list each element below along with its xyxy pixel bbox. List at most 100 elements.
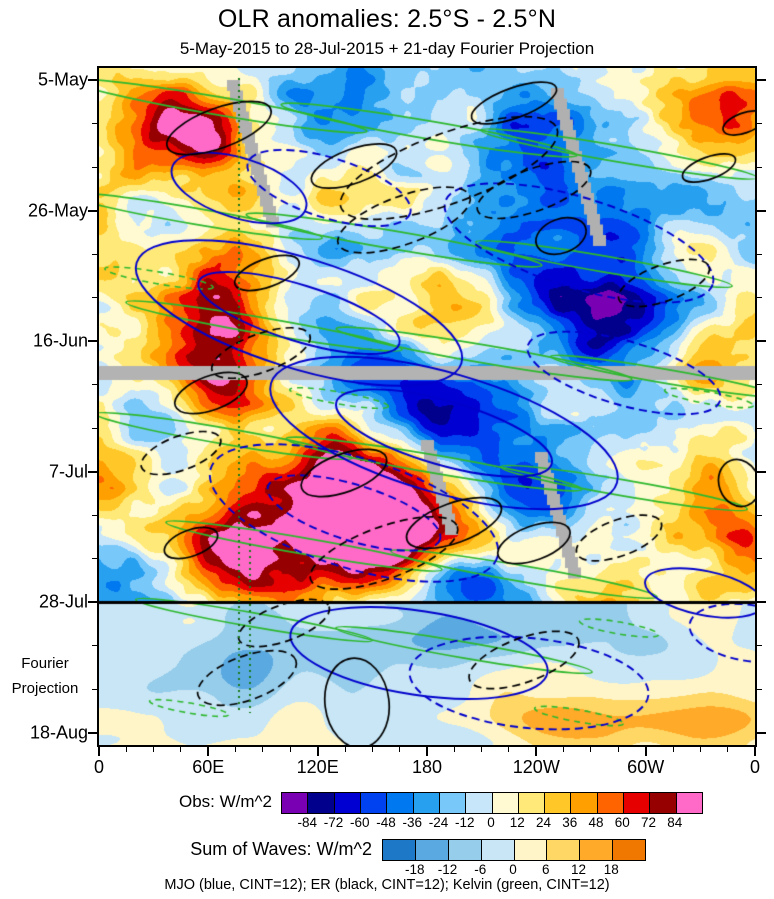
colorbar-cell [597, 793, 625, 813]
contour-legend-caption: MJO (blue, CINT=12); ER (black, CINT=12)… [164, 877, 610, 893]
chart-subtitle: 5-May-2015 to 28-Jul-2015 + 21-day Fouri… [179, 39, 595, 58]
axis-tick [757, 209, 766, 212]
colorbar-tick-label: -48 [376, 815, 396, 830]
axis-tick [92, 123, 97, 125]
axis-tick [98, 747, 100, 756]
colorbar-cell [676, 793, 702, 813]
axis-tick [92, 558, 97, 560]
colorbar-tick-label: -72 [323, 815, 344, 830]
axis-tick [92, 166, 97, 168]
axis-tick [757, 732, 766, 734]
colorbar-tick-label: -24 [428, 815, 449, 830]
axis-tick [92, 427, 97, 429]
colorbar-tick-label: 72 [640, 815, 657, 830]
colorbar-cell [571, 793, 598, 813]
axis-tick [92, 645, 97, 647]
colorbar-cell [580, 840, 614, 860]
colorbar-cell [518, 793, 546, 813]
colorbar-cell [624, 793, 651, 813]
hovmoller-field-canvas [99, 68, 755, 745]
colorbar-tick-label: -6 [474, 862, 487, 877]
y-tick-label-26may: 26-May [27, 200, 88, 221]
axis-tick [92, 297, 97, 299]
axis-tick [92, 384, 97, 386]
colorbar-tick-label: -36 [402, 815, 423, 830]
colorbar-cell [413, 793, 440, 813]
axis-tick [88, 470, 97, 473]
axis-tick [754, 747, 756, 756]
axis-tick [180, 747, 182, 752]
x-tick-label-120w: 120W [512, 757, 560, 777]
obs-colorbar [281, 792, 703, 814]
axis-tick [563, 747, 565, 752]
colorbar-cell [613, 840, 645, 860]
hovmoller-plot-area [97, 66, 757, 747]
colorbar-tick-label: -12 [454, 815, 475, 830]
axis-tick [757, 601, 766, 604]
colorbar-cell [439, 793, 467, 813]
colorbar-cell [415, 840, 449, 860]
y-tick-label-18aug: 18-Aug [29, 722, 88, 743]
colorbar-tick-label: 12 [570, 862, 587, 877]
colorbar-cell [334, 793, 361, 813]
axis-tick [92, 514, 97, 516]
x-tick-label-60e: 60E [192, 757, 225, 777]
axis-tick [757, 166, 762, 168]
x-tick-label-60w: 60W [627, 757, 665, 777]
axis-tick [262, 747, 264, 752]
colorbar-tick-label: 0 [487, 815, 495, 830]
axis-tick [508, 747, 510, 752]
colorbar-tick-label: 36 [562, 815, 578, 830]
axis-tick [757, 79, 766, 81]
x-tick-label-0a: 0 [93, 757, 105, 777]
y-tick-label-16jun: 16-Jun [32, 330, 88, 351]
axis-tick [757, 427, 762, 429]
axis-tick [757, 384, 762, 386]
axis-tick [727, 747, 729, 752]
colorbar-tick-label: 60 [614, 815, 630, 830]
axis-tick [88, 601, 97, 604]
y-tick-label-5may: 5-May [37, 69, 88, 90]
fourier-projection-label-line1: Fourier [21, 655, 69, 672]
axis-tick [371, 747, 373, 752]
colorbar-tick-label: -60 [349, 815, 370, 830]
colorbar-cell [481, 840, 515, 860]
axis-tick [757, 645, 762, 647]
colorbar-cell [360, 793, 388, 813]
obs-colorbar-label: Obs: W/m^2 [179, 792, 272, 811]
colorbar-tick-label: 0 [509, 862, 517, 877]
colorbar-tick-label: -84 [297, 815, 318, 830]
axis-tick [757, 514, 762, 516]
axis-tick [207, 747, 210, 756]
colorbar-cell [387, 793, 414, 813]
axis-tick [757, 297, 762, 299]
axis-tick [289, 747, 291, 752]
colorbar-cell [650, 793, 677, 813]
axis-tick [757, 558, 762, 560]
axis-tick [672, 747, 674, 752]
colorbar-tick-label: 18 [603, 862, 619, 877]
axis-tick [757, 470, 766, 473]
x-tick-label-180: 180 [411, 757, 443, 777]
axis-tick [88, 340, 97, 343]
axis-tick [426, 747, 428, 756]
colorbar-tick-label: 6 [541, 862, 550, 877]
colorbar-tick-label: 48 [588, 815, 604, 830]
axis-tick [617, 747, 619, 752]
sum-colorbar-label: Sum of Waves: W/m^2 [190, 839, 372, 859]
axis-tick [757, 340, 766, 343]
axis-tick [88, 732, 97, 734]
axis-tick [125, 747, 127, 752]
colorbar-tick-label: -18 [404, 862, 425, 877]
y-tick-label-28jul: 28-Jul [38, 591, 88, 612]
x-tick-label-0b: 0 [749, 757, 761, 777]
axis-tick [453, 747, 455, 752]
axis-tick [153, 747, 155, 752]
axis-tick [235, 747, 237, 752]
colorbar-cell [466, 793, 493, 813]
axis-tick [481, 747, 483, 752]
chart-title: OLR anomalies: 2.5°S - 2.5°N [217, 5, 557, 33]
y-tick-label-7jul: 7-Jul [48, 461, 88, 482]
axis-tick [88, 79, 97, 81]
